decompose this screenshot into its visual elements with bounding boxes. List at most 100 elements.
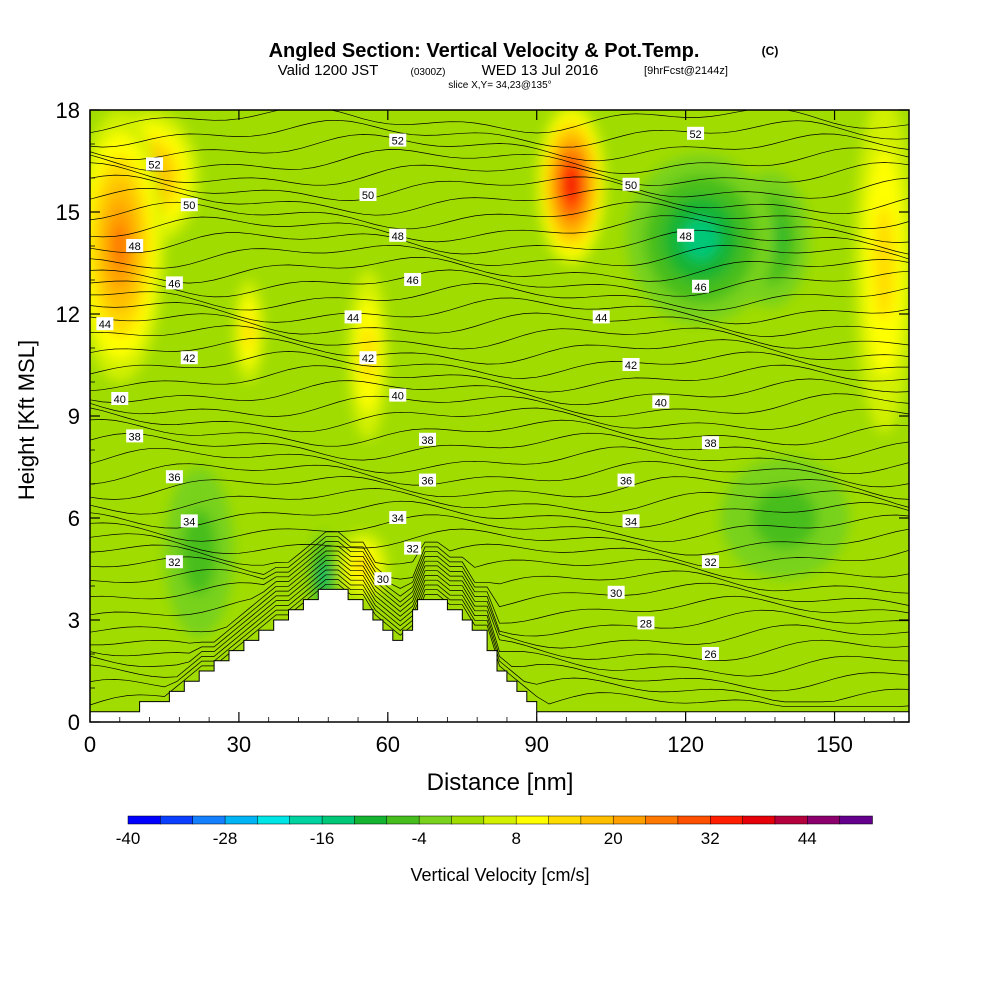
isentrope-line [90, 500, 909, 529]
colorbar-swatch [839, 815, 873, 825]
x-tick-label: 90 [524, 732, 548, 757]
isentrope-line [90, 201, 909, 230]
y-tick-label: 3 [68, 608, 80, 633]
velocity-feature [752, 487, 818, 549]
colorbar-swatch [710, 815, 744, 825]
isentrope-label-box [687, 126, 705, 140]
isentrope-line [90, 564, 909, 661]
isentrope-label: 36 [617, 473, 635, 488]
isentrope-label: 44 [344, 310, 362, 324]
isentrope-label-text: 36 [168, 472, 180, 484]
isentrope-line [90, 147, 909, 174]
isentrope-label: 34 [622, 514, 640, 528]
isentrope-label-text: 52 [689, 129, 701, 141]
isentrope-label-box [111, 392, 129, 405]
isentrope-label: 40 [652, 395, 670, 409]
isentrope-label: 38 [701, 436, 719, 450]
isentrope-line [90, 460, 909, 488]
chart-title: Angled Section: Vertical Velocity & Pot.… [269, 40, 700, 62]
isentrope-label-text: 32 [704, 557, 716, 569]
isentrope-label-box [622, 177, 640, 191]
isentrope-label-text: 44 [99, 319, 111, 331]
isentrope-label: 32 [404, 541, 422, 556]
isentrope-line [90, 583, 909, 708]
isentrope-label: 42 [180, 351, 198, 365]
isentrope-label-text: 36 [421, 476, 433, 488]
isentrope-label-box [622, 514, 640, 528]
isentrope-label: 26 [701, 647, 719, 661]
isentrope-label-text: 52 [392, 136, 404, 148]
isentrope-label-box [637, 616, 655, 630]
x-axis-label: Distance [nm] [427, 769, 574, 796]
isentrope-label-text: 36 [620, 476, 632, 488]
isentrope-label-text: 52 [148, 159, 160, 171]
isentrope-label: 38 [419, 432, 437, 447]
isentrope-line [90, 133, 909, 162]
isentrope-label-box [607, 585, 625, 599]
colorbar: -40 -28 -16 -4 8 20 32 44 [116, 815, 873, 848]
isentrope-label-box [180, 351, 198, 365]
isentrope-labels: 52 52 52 50 50 50 48 48 48 46 46 46 44 44 44 42 42 42 40 40… [96, 126, 719, 661]
isentrope-label: 34 [389, 511, 407, 525]
isentrope-line [90, 569, 909, 677]
isentrope-label-text: 50 [183, 200, 195, 212]
isentrope-label-text: 28 [640, 618, 652, 630]
isentrope-label-box [165, 555, 183, 569]
isentrope-line [90, 419, 909, 447]
isentrope-line [90, 550, 909, 624]
isentrope-label-text: 42 [625, 360, 637, 372]
isentrope-label-box [374, 572, 392, 586]
colorbar-swatch [612, 815, 647, 825]
isentrope-label-text: 50 [362, 190, 374, 202]
isentrope-label-text: 46 [407, 275, 419, 287]
colorbar-swatch [354, 815, 388, 825]
subtitle-forecast: [9hrFcst@2144z] [644, 65, 728, 77]
isentrope-line [90, 560, 909, 649]
isentrope-label: 50 [359, 188, 377, 202]
isentrope-label: 36 [165, 470, 183, 484]
isentrope-line [90, 407, 909, 433]
colorbar-swatch [160, 815, 194, 825]
terrain-mask [90, 588, 909, 722]
colorbar-swatch [321, 815, 356, 825]
colorbar-swatch [548, 815, 582, 825]
isentrope-label-box [701, 647, 719, 660]
y-tick-label: 15 [56, 200, 80, 225]
chart-title-unit: (C) [762, 44, 779, 58]
x-tick-label: 0 [84, 732, 96, 757]
isentrope-label-text: 46 [168, 278, 180, 290]
isentrope-label-box [652, 395, 670, 409]
colorbar-swatch [774, 815, 809, 825]
isentrope-label-text: 50 [625, 180, 637, 192]
isentrope-label-box [165, 470, 183, 484]
isentrope-label: 30 [374, 572, 392, 586]
isentrope-label-box [592, 310, 610, 324]
isentrope-label: 30 [607, 585, 625, 600]
colorbar-swatch [645, 815, 679, 825]
y-tick-label: 18 [56, 98, 80, 123]
isentrope-line [90, 325, 909, 350]
isentrope-label: 46 [165, 276, 183, 290]
colorbar-swatch [742, 815, 776, 825]
isentrope-label-box [692, 279, 710, 293]
y-tick-label: 9 [68, 404, 80, 429]
isentrope-label: 36 [419, 473, 437, 488]
isentrope-label: 52 [389, 133, 407, 148]
isentrope-label-text: 38 [421, 435, 433, 447]
isentrope-label-box [677, 228, 695, 242]
isentrope-label-text: 38 [129, 431, 141, 443]
isentrope-line [90, 488, 909, 515]
isentrope-label-text: 30 [377, 574, 389, 586]
isentrope-label-box [180, 514, 198, 528]
colorbar-swatch [289, 815, 323, 825]
colorbar-tick-label: -40 [116, 829, 141, 848]
isentrope-label-box [389, 511, 407, 524]
isentrope-label: 48 [677, 228, 695, 243]
isentrope-label-text: 44 [595, 312, 607, 324]
colorbar-swatch [257, 815, 291, 825]
velocity-feature [681, 217, 720, 261]
isentrope-line [90, 378, 909, 406]
colorbar-swatch [515, 815, 550, 825]
isentrope-line [90, 531, 909, 569]
velocity-feature [181, 509, 217, 595]
